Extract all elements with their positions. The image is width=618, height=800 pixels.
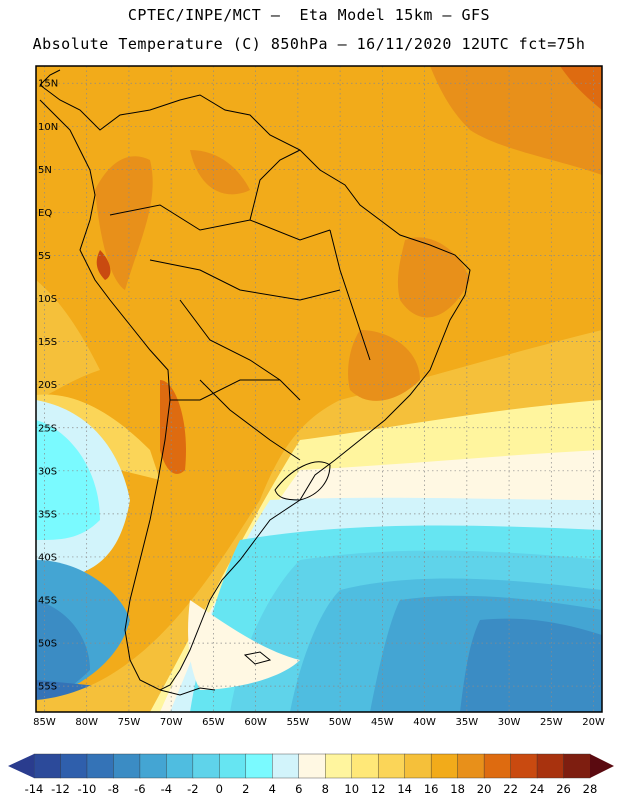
colorbar-swatch (563, 753, 591, 779)
colorbar-swatch (219, 753, 247, 779)
colorbar-label: -8 (108, 782, 119, 796)
colorbar (8, 753, 614, 779)
colorbar-label: -12 (51, 782, 70, 796)
lon-tick-label: 55W (287, 717, 310, 728)
colorbar-swatch (33, 753, 61, 779)
colorbar-label: 18 (450, 782, 465, 796)
colorbar-label: -4 (161, 782, 172, 796)
lon-tick-label: 85W (33, 717, 56, 728)
colorbar-swatch (272, 753, 300, 779)
coastlines (39, 69, 471, 696)
lon-tick-label: 30W (498, 717, 521, 728)
lon-tick-label: 20W (582, 717, 605, 728)
colorbar-label: -10 (78, 782, 97, 796)
longitude-labels: 85W 80W 75W 70W 65W 60W 55W 50W 45W 40W 35W 30W 25W 2… (33, 717, 605, 728)
lon-tick-label: 70W (160, 717, 183, 728)
lon-tick-label: 40W (413, 717, 436, 728)
temperature-field (36, 66, 602, 712)
colorbar-swatch (377, 753, 406, 779)
colorbar-low-arrow (8, 754, 34, 778)
colorbar-swatch (351, 753, 379, 779)
lon-tick-label: 65W (202, 717, 225, 728)
colorbar-swatch (192, 753, 220, 779)
colorbar-swatch (510, 753, 538, 779)
colorbar-label: 26 (556, 782, 571, 796)
lat-tick-label: 10S (38, 294, 57, 305)
colorbar-swatch (483, 753, 512, 779)
colorbar-swatch (325, 753, 353, 779)
lat-tick-label: 45S (38, 596, 57, 607)
lon-tick-label: 35W (456, 717, 479, 728)
colorbar-label: -2 (187, 782, 198, 796)
lon-tick-label: 45W (371, 717, 394, 728)
colorbar-swatch (298, 753, 326, 779)
lat-tick-label: 35S (38, 509, 57, 520)
colorbar-swatch (86, 753, 114, 779)
colorbar-swatch (536, 753, 565, 779)
map-subtitle: Absolute Temperature (C) 850hPa – 16/11/… (32, 35, 586, 53)
lat-tick-label: 55S (38, 682, 57, 693)
map-frame (35, 65, 603, 713)
colorbar-label: 0 (216, 782, 223, 796)
colorbar-high-arrow (590, 754, 614, 778)
lat-tick-label: 10N (38, 122, 58, 133)
colorbar-label: 20 (477, 782, 492, 796)
colorbar-label: 10 (344, 782, 359, 796)
colorbar-swatch (404, 753, 432, 779)
colorbar-swatch (60, 753, 88, 779)
lat-tick-label: 25S (38, 423, 57, 434)
lat-tick-label: 5N (38, 165, 52, 176)
colorbar-swatch (166, 753, 194, 779)
lon-tick-label: 60W (244, 717, 267, 728)
colorbar-label: 28 (583, 782, 598, 796)
colorbar-label: 8 (322, 782, 329, 796)
colorbar-label: -6 (134, 782, 145, 796)
lon-tick-label: 50W (329, 717, 352, 728)
colorbar-label: 2 (242, 782, 249, 796)
colorbar-label: -14 (25, 782, 44, 796)
colorbar-swatch (245, 753, 273, 779)
lat-tick-label: EQ (38, 208, 52, 219)
colorbar-label: 12 (371, 782, 386, 796)
lon-tick-label: 80W (75, 717, 98, 728)
lat-tick-label: 40S (38, 552, 57, 563)
lat-tick-label: 50S (38, 639, 57, 650)
colorbar-label: 16 (424, 782, 439, 796)
colorbar-label: 22 (503, 782, 518, 796)
colorbar-swatch (457, 753, 485, 779)
colorbar-swatch (430, 753, 459, 779)
lat-tick-label: 20S (38, 380, 57, 391)
colorbar-swatch (113, 753, 141, 779)
lat-tick-label: 15S (38, 337, 57, 348)
colorbar-label: 6 (295, 782, 302, 796)
colorbar-label: 24 (530, 782, 545, 796)
lon-tick-label: 75W (118, 717, 141, 728)
map-title: CPTEC/INPE/MCT – Eta Model 15km – GFS (127, 6, 491, 24)
colorbar-label: 14 (397, 782, 412, 796)
colorbar-labels: -14 -12 -10 -8 -6 -4 -2 0 2 4 6 8 10 12 14 16 18 20 22 24 26… (25, 782, 598, 796)
lat-tick-label: 30S (38, 466, 57, 477)
latitude-labels: 15N 10N 5N EQ 5S 10S 15S 20S 25S 30S 35S 40S 45S 50S 5… (38, 79, 58, 693)
colorbar-swatch (139, 753, 167, 779)
lat-tick-label: 15N (38, 79, 58, 90)
lon-tick-label: 25W (540, 717, 563, 728)
lat-tick-label: 5S (38, 251, 51, 262)
colorbar-label: 4 (269, 782, 276, 796)
